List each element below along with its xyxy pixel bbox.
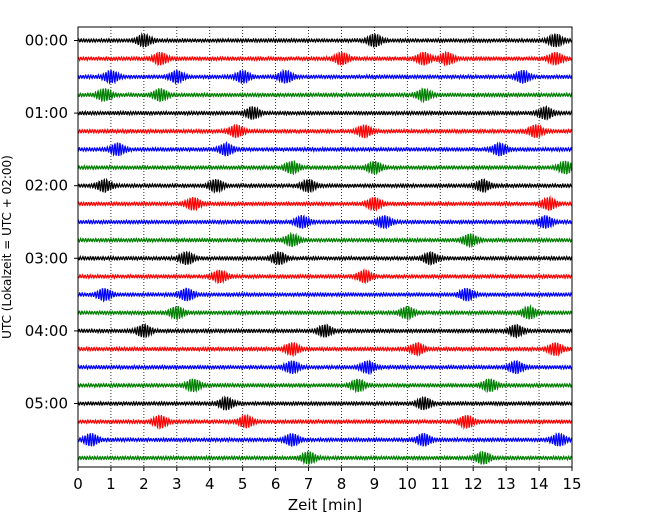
trace-03-00 <box>77 250 573 266</box>
trace-04-30 <box>77 359 573 376</box>
x-tick-label: 3 <box>172 475 182 493</box>
trace-05-30 <box>77 431 573 448</box>
y-tick-label: 01:00 <box>25 104 68 122</box>
x-tick-label: 15 <box>562 475 581 493</box>
trace-02-15 <box>77 195 573 213</box>
trace-00-45 <box>77 87 573 104</box>
x-tick-label: 11 <box>431 475 450 493</box>
trace-04-00 <box>77 322 573 339</box>
x-axis-ticks: 0 1 2 3 4 5 6 7 8 9 10 11 12 13 14 15 <box>73 467 582 493</box>
trace-01-15 <box>77 123 573 139</box>
x-tick-label: 4 <box>205 475 215 493</box>
trace-02-30 <box>77 214 573 230</box>
trace-03-45 <box>77 304 573 322</box>
x-tick-label: 5 <box>238 475 248 493</box>
trace-05-15 <box>77 413 573 430</box>
y-tick-label: 02:00 <box>25 177 68 195</box>
x-tick-label: 10 <box>398 475 417 493</box>
trace-00-15 <box>77 50 573 67</box>
trace-02-45 <box>77 231 573 249</box>
trace-03-30 <box>77 287 573 303</box>
trace-01-30 <box>77 141 573 157</box>
y-axis-label: UTC (Lokalzeit = UTC + 02:00) <box>0 155 14 339</box>
x-tick-label: 13 <box>497 475 516 493</box>
x-tick-label: 9 <box>370 475 380 493</box>
trace-01-00 <box>77 104 573 121</box>
y-tick-label: 05:00 <box>25 395 68 413</box>
trace-05-00 <box>77 395 573 411</box>
seismogram-traces <box>77 32 573 466</box>
trace-04-15 <box>77 341 573 358</box>
trace-02-00 <box>77 177 573 195</box>
x-tick-label: 1 <box>106 475 116 493</box>
trace-00-30 <box>77 68 573 86</box>
y-tick-label: 00:00 <box>25 32 68 50</box>
x-tick-label: 14 <box>530 475 549 493</box>
trace-03-15 <box>77 267 573 285</box>
x-axis-label: Zeit [min] <box>288 496 362 514</box>
x-tick-label: 0 <box>73 475 83 493</box>
x-tick-label: 6 <box>271 475 281 493</box>
trace-04-45 <box>77 378 573 394</box>
y-axis-ticks: 00:00 01:00 02:00 03:00 04:00 05:00 <box>25 32 78 413</box>
x-tick-label: 8 <box>337 475 347 493</box>
x-tick-label: 12 <box>464 475 483 493</box>
plot-frame <box>77 26 573 468</box>
trace-01-45 <box>77 159 573 176</box>
trace-05-45 <box>77 449 573 466</box>
x-tick-label: 7 <box>304 475 314 493</box>
x-tick-label: 2 <box>139 475 149 493</box>
y-tick-label: 04:00 <box>25 322 68 340</box>
trace-00-00 <box>77 32 573 48</box>
y-tick-label: 03:00 <box>25 249 68 267</box>
grid-lines <box>110 27 540 467</box>
